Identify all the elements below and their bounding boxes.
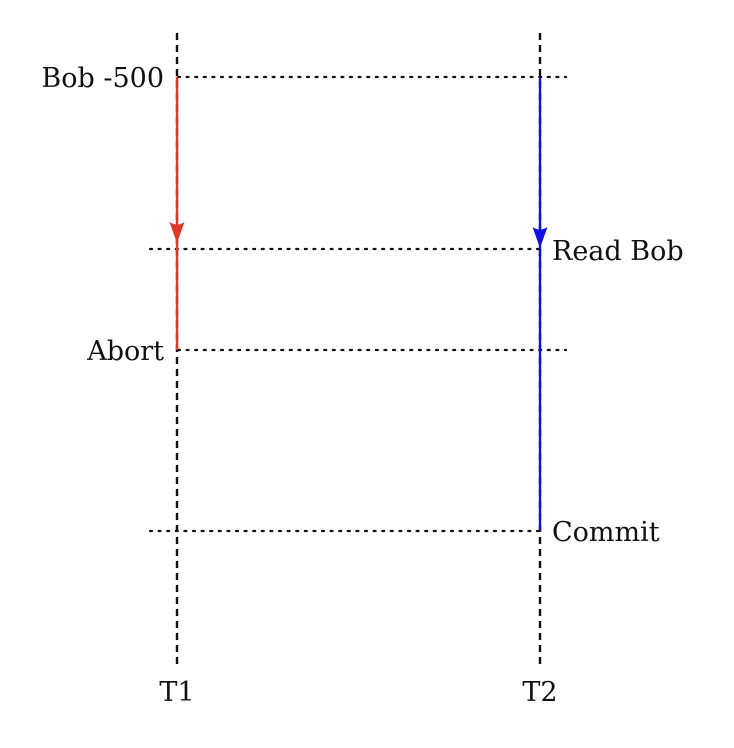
label-commit: Commit: [552, 517, 660, 548]
t1-arrowhead-icon: [169, 222, 185, 243]
label-bob-minus-500: Bob -500: [41, 63, 164, 94]
event-guides: [148, 75, 568, 533]
t2-arrowhead-icon: [532, 227, 548, 248]
timeline-label-t2: T2: [522, 677, 557, 708]
label-abort: Abort: [86, 336, 164, 367]
t2-transaction-span: [532, 77, 548, 531]
t1-transaction-span: [169, 77, 185, 350]
timeline-label-t1: T1: [159, 677, 194, 708]
label-read-bob: Read Bob: [552, 236, 684, 267]
